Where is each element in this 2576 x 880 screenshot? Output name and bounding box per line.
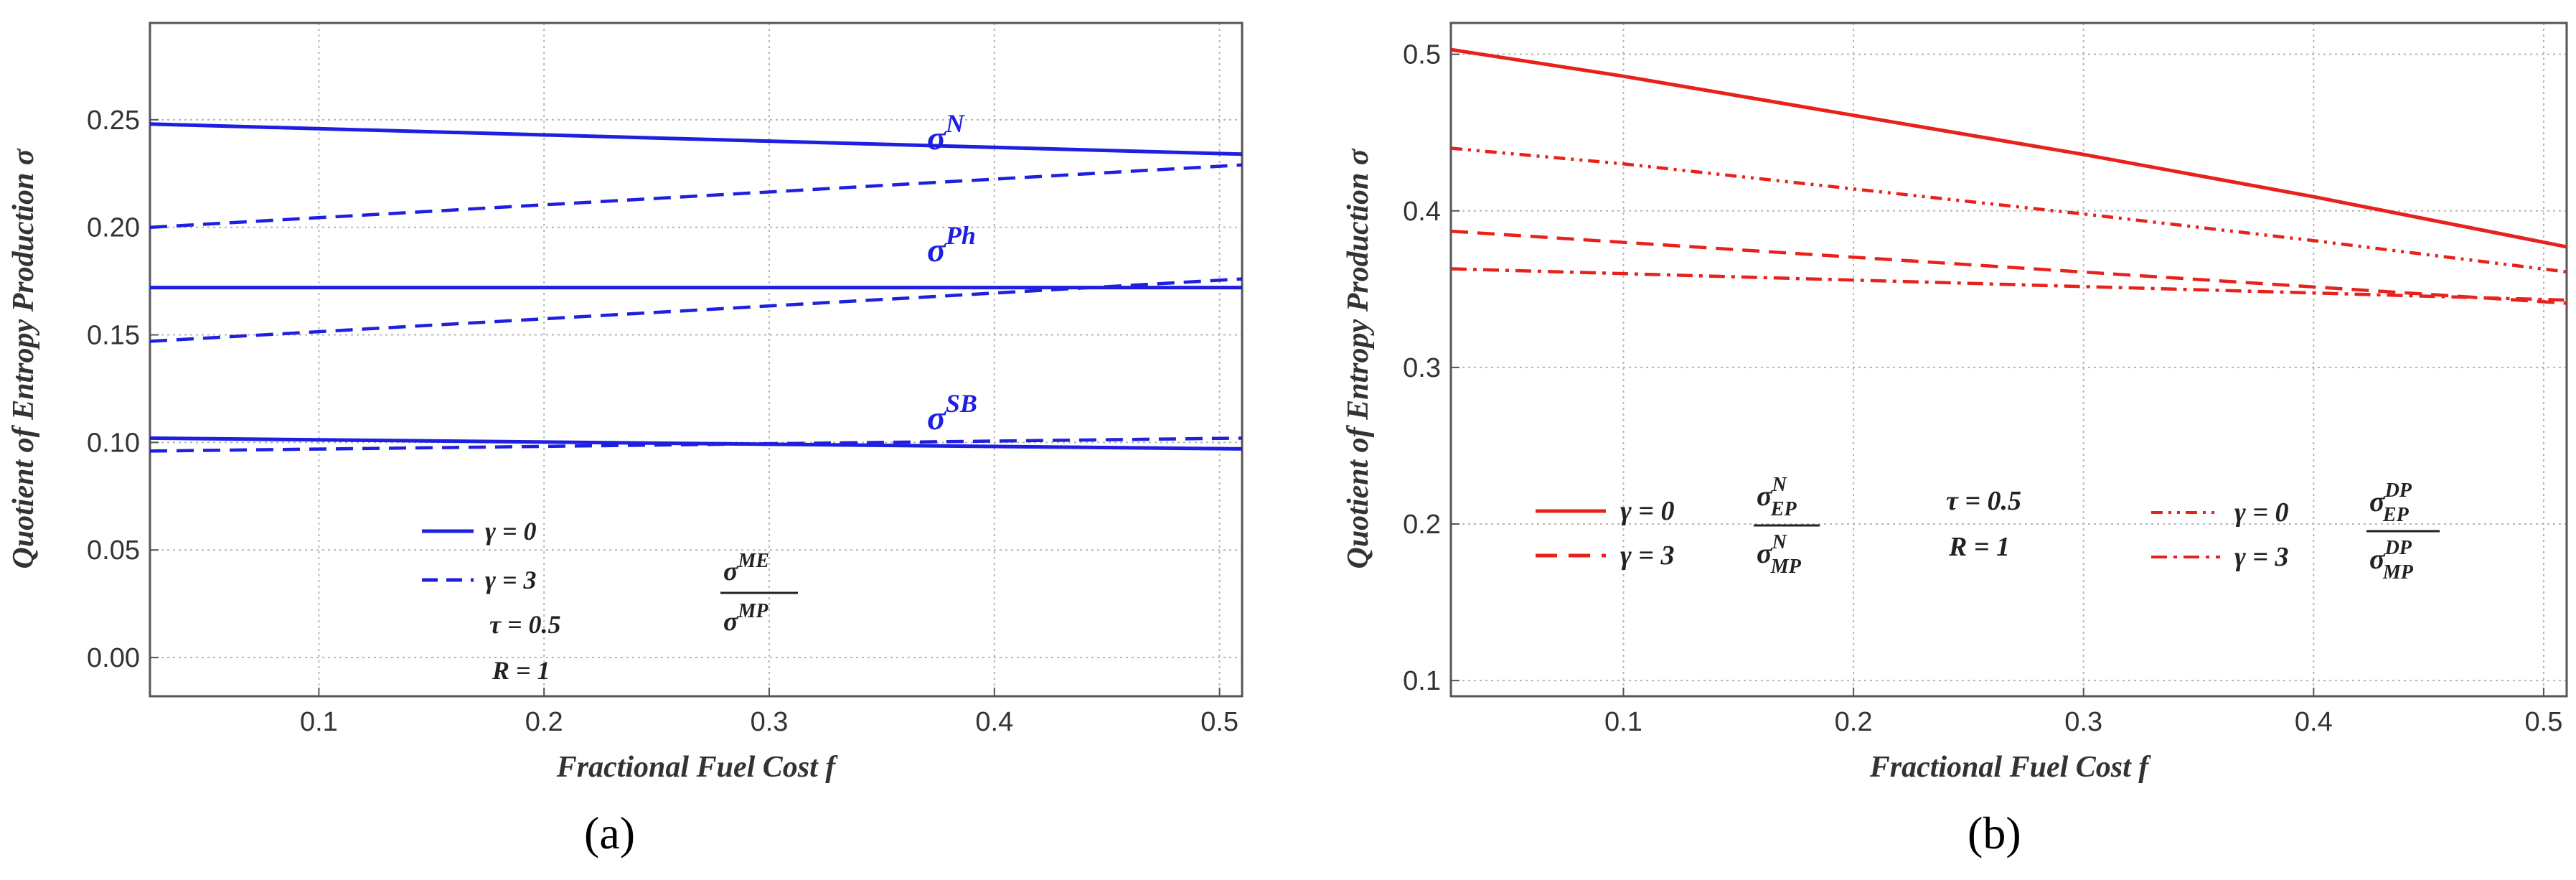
x-tick-label: 0.2 xyxy=(1835,707,1873,737)
legend-label-gamma-3: γ = 3 xyxy=(2234,542,2288,572)
chart-a-ylabel: Quotient of Entropy Production σ xyxy=(7,148,40,568)
x-tick-label: 0.4 xyxy=(975,707,1013,737)
chart-b-panel-label: (b) xyxy=(1968,808,2021,858)
chart-b-frame xyxy=(1449,22,2568,698)
ratio-numerator: σN EP xyxy=(1757,474,1797,520)
y-tick-label: 0.25 xyxy=(87,106,140,136)
ratio-numerator: σDP EP xyxy=(2369,479,2412,526)
series-line-5 xyxy=(149,436,1243,453)
y-tick-label: 0.20 xyxy=(87,213,140,243)
ratio-denominator: σDP MP xyxy=(2369,537,2414,584)
chart-b-y-ticks: 0.1 0.2 0.3 0.4 0.5 xyxy=(1403,40,1459,696)
chart-b-x-ticks: 0.1 0.2 0.3 0.4 0.5 xyxy=(1604,688,2562,737)
ratio-denominator: σN MP xyxy=(1757,531,1802,578)
chart-a-xlabel: Fractional Fuel Cost f xyxy=(556,751,839,784)
y-tick-label: 0.5 xyxy=(1403,40,1441,70)
param-tau: τ = 0.5 xyxy=(1946,486,2021,516)
param-r: R = 1 xyxy=(1948,532,2010,562)
y-tick-label: 0.00 xyxy=(87,643,140,673)
param-r: R = 1 xyxy=(492,656,550,685)
x-tick-label: 0.1 xyxy=(1604,707,1642,737)
ratio-numerator: σME xyxy=(723,550,769,586)
ratio-label-dp: σDP EP σDP MP xyxy=(2366,479,2440,584)
chart-b-grid xyxy=(1451,23,2567,696)
series-line-0 xyxy=(1450,47,2567,249)
chart-a: 0.1 0.2 0.3 0.4 0.5 0.00 0.05 0.10 0.15 0.20 0.25… xyxy=(7,22,1244,858)
chart-b-series xyxy=(1450,47,2567,305)
legend-label-gamma-0: γ = 0 xyxy=(485,517,537,546)
series-line-1 xyxy=(1450,229,2567,305)
ratio-denominator: σMP xyxy=(723,600,768,637)
x-tick-label: 0.3 xyxy=(2064,707,2102,737)
chart-a-curve-labels: σN σPh σSB xyxy=(927,109,977,437)
series-line-3 xyxy=(149,277,1243,343)
x-tick-label: 0.1 xyxy=(300,707,338,737)
y-tick-label: 0.05 xyxy=(87,535,140,566)
x-tick-label: 0.5 xyxy=(1200,707,1238,737)
legend-label-gamma-0: γ = 0 xyxy=(2234,497,2288,528)
x-tick-label: 0.4 xyxy=(2295,707,2333,737)
ratio-label-n: σN EP σN MP xyxy=(1754,474,1820,578)
chart-b-ylabel: Quotient of Entropy Production σ xyxy=(1342,148,1375,568)
y-tick-label: 0.3 xyxy=(1403,353,1441,383)
series-line-0 xyxy=(149,122,1243,156)
chart-b-legend-right: γ = 0 γ = 3 σDP EP σDP MP xyxy=(2151,479,2440,584)
legend-label-gamma-0: γ = 0 xyxy=(1620,496,1674,526)
param-tau: τ = 0.5 xyxy=(489,610,561,639)
x-tick-label: 0.2 xyxy=(525,707,563,737)
series-line-2 xyxy=(1450,146,2567,274)
chart-a-x-ticks: 0.1 0.2 0.3 0.4 0.5 xyxy=(300,688,1238,737)
y-tick-label: 0.1 xyxy=(1403,666,1441,696)
series-line-3 xyxy=(1450,267,2567,302)
chart-a-legend: γ = 0 γ = 3 τ = 0.5 R = 1 σME σMP xyxy=(422,517,798,685)
chart-b: 0.1 0.2 0.3 0.4 0.5 0.1 0.2 0.3 0.4 0.5 γ = 0 γ … xyxy=(1342,22,2568,858)
y-tick-label: 0.10 xyxy=(87,428,140,458)
x-tick-label: 0.5 xyxy=(2525,707,2563,737)
y-tick-label: 0.15 xyxy=(87,321,140,351)
legend-label-gamma-3: γ = 3 xyxy=(485,566,537,594)
chart-a-y-ticks: 0.00 0.05 0.10 0.15 0.20 0.25 xyxy=(87,106,159,673)
y-tick-label: 0.2 xyxy=(1403,510,1441,540)
y-tick-label: 0.4 xyxy=(1403,197,1441,227)
curve-label-sigma-sb: σSB xyxy=(927,389,977,437)
ratio-label: σME σMP xyxy=(720,550,798,637)
curve-label-sigma-n: σN xyxy=(927,109,966,157)
chart-a-grid xyxy=(150,23,1242,696)
chart-a-frame xyxy=(149,22,1244,698)
chart-b-xlabel: Fractional Fuel Cost f xyxy=(1869,751,2152,784)
chart-a-series xyxy=(149,122,1243,453)
chart-a-panel-label: (a) xyxy=(584,808,635,858)
chart-b-legend-left: γ = 0 γ = 3 σN EP σN MP xyxy=(1536,474,1820,578)
curve-label-sigma-ph: σPh xyxy=(927,221,976,269)
x-tick-label: 0.3 xyxy=(751,707,789,737)
series-line-1 xyxy=(149,163,1243,229)
legend-label-gamma-3: γ = 3 xyxy=(1620,540,1674,571)
